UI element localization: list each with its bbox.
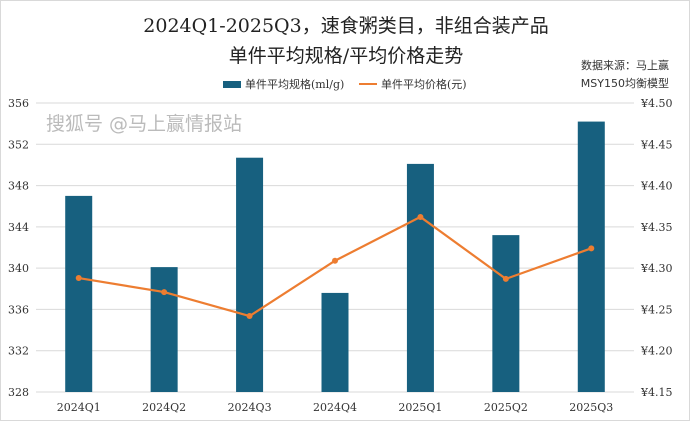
x-tick-label: 2024Q3 <box>228 401 272 414</box>
legend-line: 单件平均价格(元) <box>359 76 467 92</box>
price-point <box>75 275 82 282</box>
bar <box>150 267 178 392</box>
x-tick-label: 2024Q2 <box>142 401 186 414</box>
right-tick-label: ¥4.30 <box>640 262 673 275</box>
left-tick-label: 328 <box>8 386 29 399</box>
legend-line-label: 单件平均价格(元) <box>381 78 467 91</box>
legend-bar-label: 单件平均规格(ml/g) <box>245 78 345 91</box>
x-tick-label: 2025Q3 <box>569 401 613 414</box>
bar <box>577 121 605 392</box>
right-tick-label: ¥4.35 <box>640 221 673 234</box>
left-tick-label: 348 <box>8 180 29 193</box>
x-tick-label: 2024Q1 <box>57 401 101 414</box>
left-tick-label: 340 <box>8 262 29 275</box>
right-tick-label: ¥4.50 <box>640 97 673 110</box>
right-tick-label: ¥4.25 <box>640 303 673 316</box>
right-tick-label: ¥4.15 <box>640 386 673 399</box>
legend-line-swatch <box>359 83 377 85</box>
x-tick-label: 2025Q1 <box>398 401 442 414</box>
x-tick-label: 2025Q2 <box>484 401 528 414</box>
price-point <box>161 289 168 296</box>
right-tick-label: ¥4.20 <box>640 345 673 358</box>
price-point <box>502 275 509 282</box>
legend-bar: 单件平均规格(ml/g) <box>223 76 344 92</box>
right-tick-label: ¥4.40 <box>640 180 673 193</box>
left-tick-label: 352 <box>8 138 29 151</box>
bar <box>321 292 349 392</box>
left-tick-label: 344 <box>8 221 29 234</box>
price-point <box>332 257 338 264</box>
left-tick-label: 336 <box>8 303 29 316</box>
price-point <box>246 313 253 320</box>
bar <box>492 235 520 392</box>
left-tick-label: 332 <box>8 345 29 358</box>
legend-bar-swatch <box>223 80 241 88</box>
chart-subtitle: 单件平均规格/平均价格走势 <box>228 45 464 67</box>
source-label: 数据来源：马上赢 <box>581 59 669 72</box>
bar <box>406 163 434 392</box>
left-tick-label: 356 <box>8 97 29 110</box>
price-point <box>417 213 424 220</box>
bar <box>65 195 93 392</box>
chart-title: 2024Q1-2025Q3，速食粥类目，非组合装产品 <box>143 15 549 37</box>
bar <box>236 157 264 392</box>
model-label: MSY150均衡模型 <box>580 77 669 90</box>
price-point <box>588 245 595 252</box>
right-tick-label: ¥4.45 <box>640 138 673 151</box>
x-tick-label: 2024Q4 <box>313 401 357 414</box>
watermark: 搜狐号 @马上赢情报站 <box>46 113 243 135</box>
